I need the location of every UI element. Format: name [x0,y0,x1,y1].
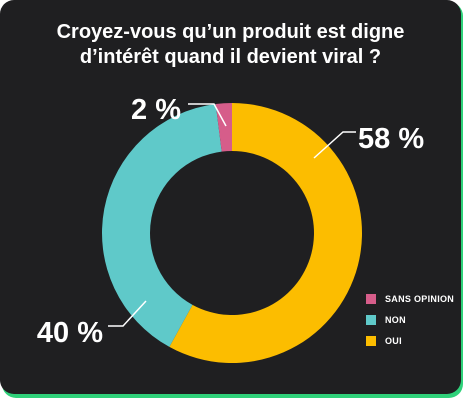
legend-label-sans-opinion: SANS OPINION [385,293,455,304]
legend-item-oui: OUI [366,330,454,351]
data-label-sans-opinion: 2 % [131,94,181,126]
data-label-oui: 58 % [358,123,424,155]
chart-title: Croyez-vous qu’un produit est digne d’in… [20,20,441,70]
chart-legend: SANS OPINION NON OUI [366,288,454,351]
chart-title-line-1: Croyez-vous qu’un produit est digne [56,21,405,43]
legend-item-sans-opinion: SANS OPINION [366,288,454,309]
legend-swatch-oui [366,335,376,346]
leader-line-sans-opinion [188,103,227,127]
legend-label-oui: OUI [385,335,402,346]
legend-swatch-non [366,314,376,325]
legend-label-non: NON [385,314,406,325]
chart-title-line-2: d’intérêt quand il devient viral ? [79,46,382,68]
donut-slice-non [101,104,222,347]
leader-line-oui [313,131,356,159]
leader-line-non [108,300,147,327]
legend-item-non: NON [366,309,454,330]
donut-slice-oui [169,103,362,363]
legend-swatch-sans-opinion [366,293,376,304]
data-label-non: 40 % [37,317,103,349]
